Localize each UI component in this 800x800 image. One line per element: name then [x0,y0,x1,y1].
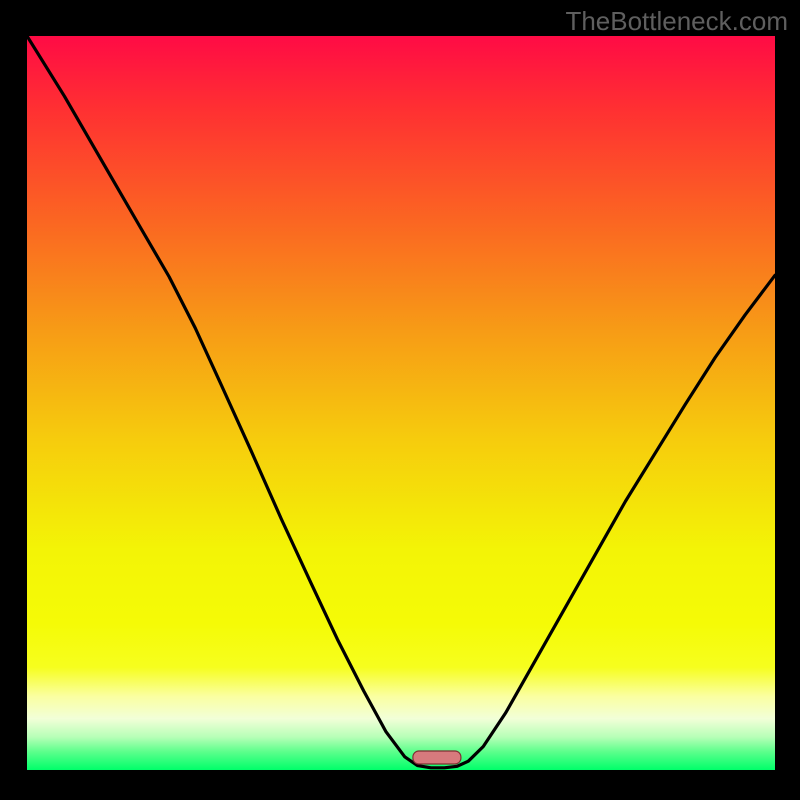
bottom-marker-pill [413,751,461,764]
chart-frame: TheBottleneck.com [0,0,800,800]
gradient-background [27,36,775,770]
chart-svg [27,36,775,770]
watermark-text: TheBottleneck.com [565,6,788,37]
plot-area [27,36,775,770]
